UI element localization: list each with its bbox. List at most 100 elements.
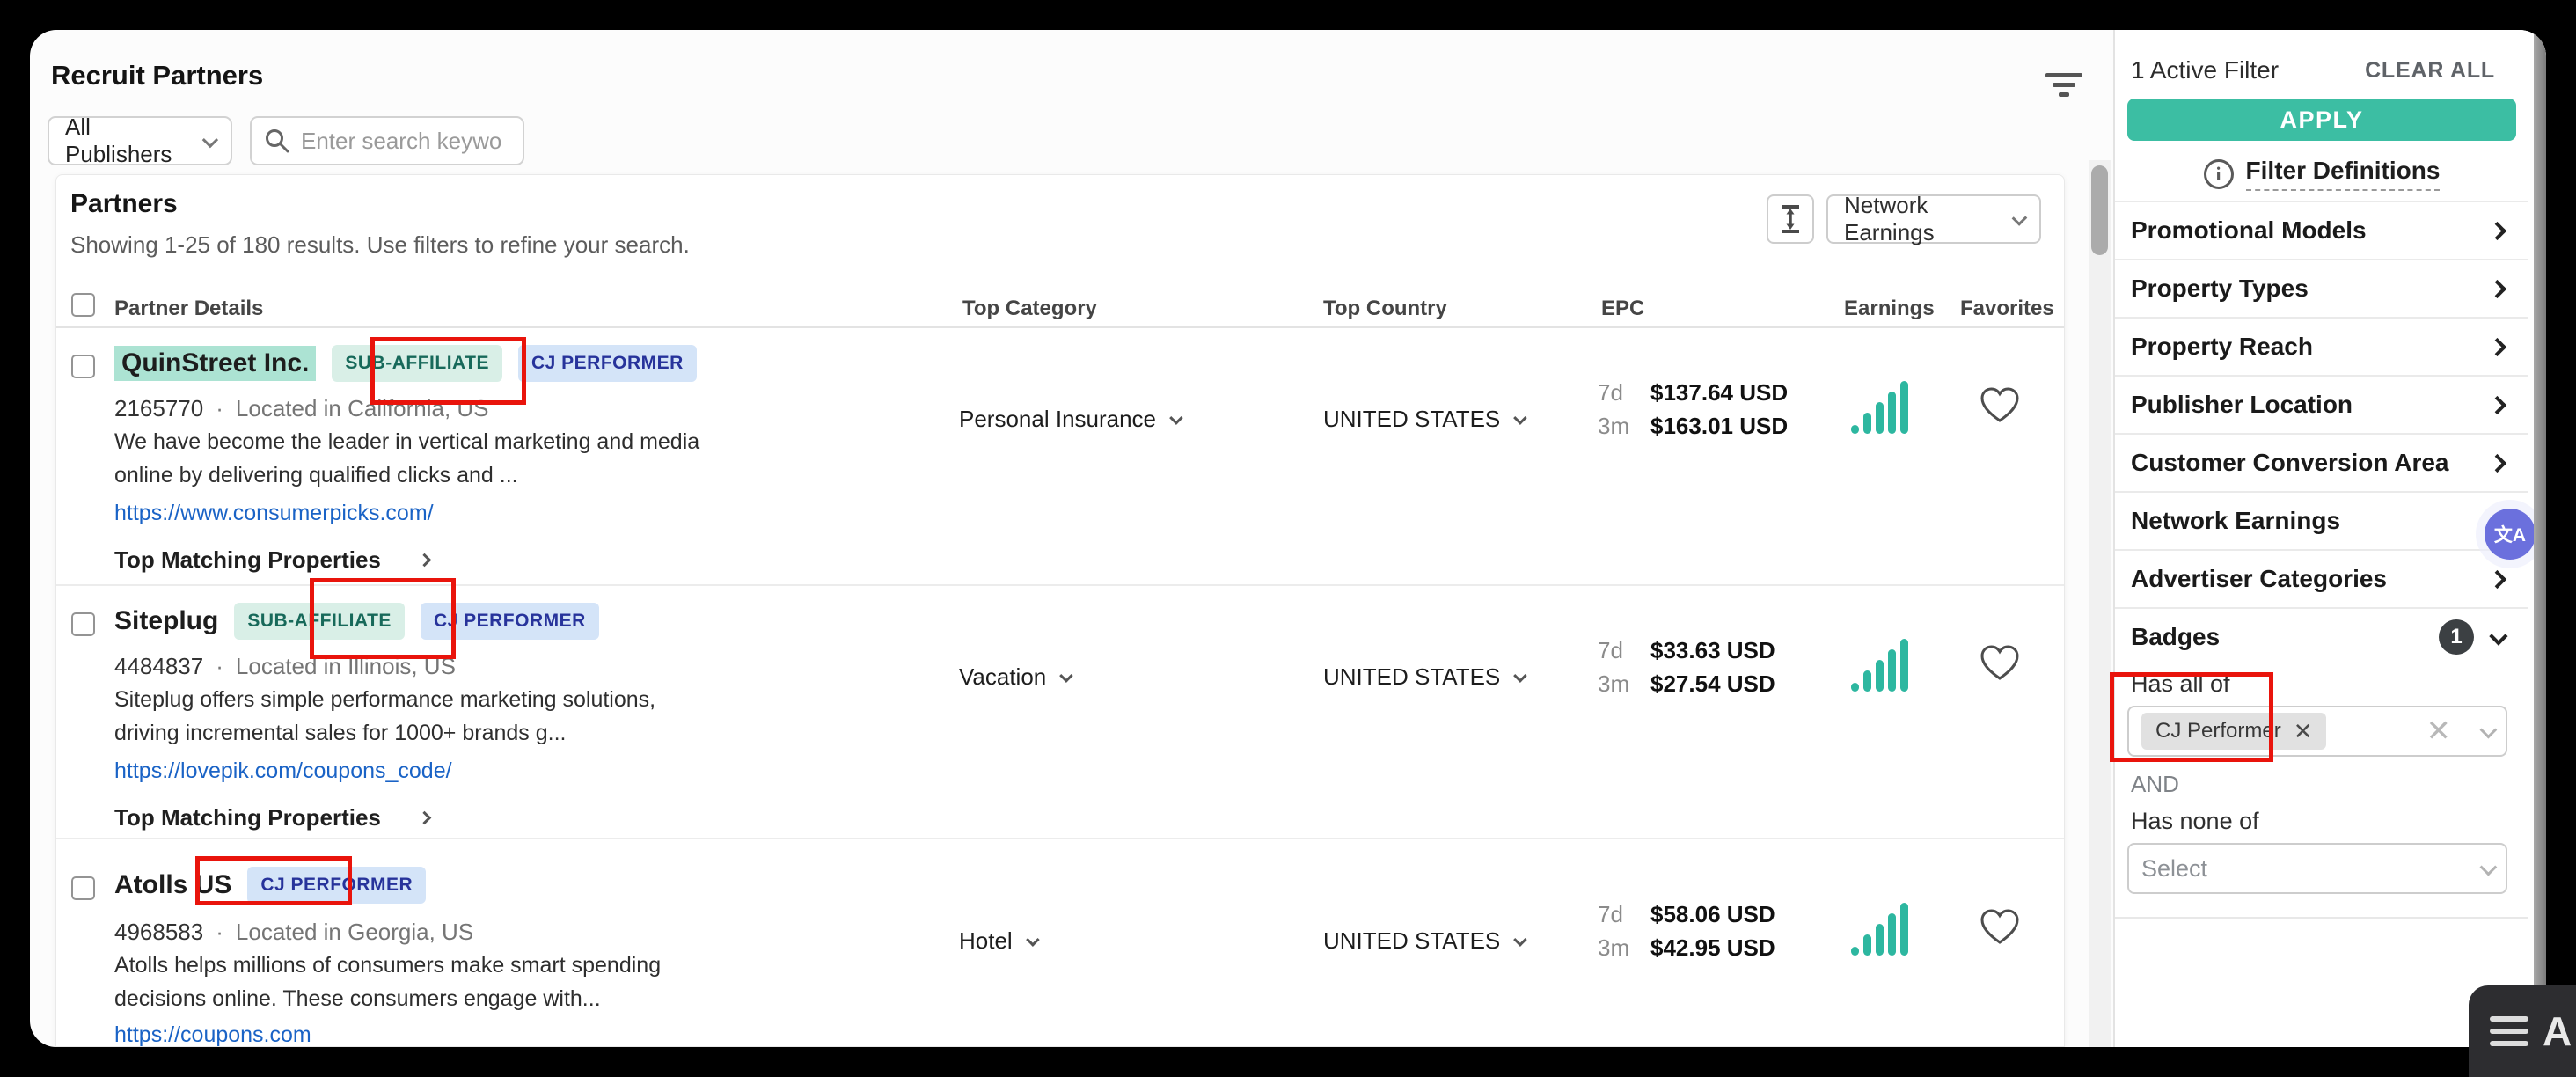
partner-url-link[interactable]: https://coupons.com (114, 1022, 311, 1047)
meta-separator: · (216, 395, 223, 421)
chevron-right-icon (2487, 221, 2507, 240)
partner-url-link[interactable]: https://www.consumerpicks.com/ (114, 501, 434, 525)
sidebar-item-network-earnings[interactable]: Network Earnings (2115, 491, 2528, 549)
sidebar-item-property-types[interactable]: Property Types (2115, 259, 2528, 317)
row-density-button[interactable] (1767, 194, 1814, 244)
apply-button[interactable]: APPLY (2127, 99, 2516, 141)
table-row: QuinStreet Inc. SUB-AFFILIATE CJ PERFORM… (56, 328, 2064, 584)
sidebar-item-property-reach[interactable]: Property Reach (2115, 317, 2528, 375)
sub-affiliate-badge: SUB-AFFILIATE (332, 345, 502, 382)
cj-performer-badge: CJ PERFORMER (517, 345, 697, 382)
chevron-down-icon (1169, 411, 1183, 425)
chevron-right-icon (2487, 569, 2507, 589)
col-epc: EPC (1601, 297, 1645, 320)
chevron-down-icon (1025, 933, 1040, 947)
menu-icon (2490, 1016, 2528, 1046)
top-country-dropdown[interactable]: UNITED STATES (1323, 663, 1527, 691)
reader-mode-overlay-button[interactable]: A (2469, 985, 2576, 1077)
chevron-right-icon (2487, 279, 2507, 298)
page-title: Recruit Partners (51, 60, 264, 91)
col-earnings: Earnings (1844, 297, 1935, 320)
earnings-trend-icon[interactable] (1851, 901, 1913, 956)
selected-badge-chip[interactable]: CJ Performer ✕ (2141, 713, 2327, 750)
row-checkbox[interactable] (71, 612, 95, 636)
partner-description: We have become the leader in vertical ma… (114, 429, 700, 487)
partner-url-link[interactable]: https://lovepik.com/coupons_code/ (114, 758, 452, 783)
vertical-scrollbar-track[interactable] (2089, 160, 2111, 1047)
top-matching-properties-link[interactable]: Top Matching Properties (114, 804, 432, 832)
row-checkbox[interactable] (71, 355, 95, 378)
active-filter-count: 1 Active Filter (2131, 56, 2280, 84)
badge-filter-count: 1 (2439, 619, 2474, 655)
chevron-down-icon (2489, 626, 2508, 646)
partner-name[interactable]: Siteplug (114, 606, 219, 635)
partner-description: Atolls helps millions of consumers make … (114, 953, 662, 1011)
search-icon (266, 129, 289, 153)
meta-separator: · (216, 919, 223, 945)
remove-chip-icon[interactable]: ✕ (2293, 717, 2313, 744)
app-window: Recruit Partners All Publishers Partners… (30, 30, 2546, 1047)
has-none-of-label: Has none of (2131, 808, 2259, 834)
chevron-right-icon (2487, 337, 2507, 356)
search-input[interactable] (301, 127, 503, 155)
reader-letter: A (2543, 1008, 2572, 1054)
partner-name[interactable]: Atolls US (114, 870, 232, 899)
info-icon: i (2203, 158, 2234, 189)
window-edge-shade (2534, 30, 2546, 1047)
chevron-right-icon (417, 553, 432, 568)
top-category-dropdown[interactable]: Vacation (959, 663, 1073, 691)
partner-name[interactable]: QuinStreet Inc. (114, 346, 317, 381)
filter-funnel-icon[interactable] (2039, 65, 2089, 104)
partner-description: Siteplug offers simple performance marke… (114, 687, 656, 745)
earnings-trend-icon[interactable] (1851, 637, 1913, 692)
translate-extension-icon[interactable]: 文A (2485, 509, 2536, 560)
filter-sidebar: 1 Active Filter CLEAR ALL APPLY i Filter… (2113, 30, 2546, 1047)
scrollbar-thumb[interactable] (2091, 165, 2108, 255)
partners-title: Partners (70, 189, 178, 218)
annotation-box-cj-performer-row3 (195, 856, 352, 905)
row-checkbox[interactable] (71, 876, 95, 900)
chevron-right-icon (2487, 395, 2507, 414)
divider (2115, 917, 2528, 919)
top-matching-properties-link[interactable]: Top Matching Properties (114, 546, 432, 574)
earnings-trend-icon[interactable] (1851, 379, 1913, 434)
partner-location: Located in Georgia, US (235, 919, 474, 945)
sidebar-item-promotional-models[interactable]: Promotional Models (2115, 201, 2528, 259)
favorite-heart-icon[interactable] (1980, 386, 2020, 429)
sidebar-item-publisher-location[interactable]: Publisher Location (2115, 375, 2528, 433)
chevron-down-icon (1513, 669, 1527, 683)
top-country-dropdown[interactable]: UNITED STATES (1323, 927, 1527, 955)
operator-label: AND (2131, 771, 2179, 797)
has-all-of-multiselect[interactable]: CJ Performer ✕ ✕ (2127, 706, 2507, 757)
epc-values: 7d $58.06 USD 3m $42.95 USD (1598, 900, 1775, 961)
select-placeholder: Select (2141, 854, 2208, 882)
chevron-down-icon (1059, 669, 1073, 683)
has-none-of-select[interactable]: Select (2127, 843, 2507, 894)
favorite-heart-icon[interactable] (1980, 644, 2020, 687)
sidebar-item-advertiser-categories[interactable]: Advertiser Categories (2115, 549, 2528, 607)
filter-definitions-link[interactable]: i Filter Definitions (2115, 157, 2528, 191)
sidebar-item-customer-conversion-area[interactable]: Customer Conversion Area (2115, 433, 2528, 491)
chevron-down-icon (201, 131, 219, 148)
partners-panel: Partners Showing 1-25 of 180 results. Us… (55, 174, 2065, 1047)
top-country-dropdown[interactable]: UNITED STATES (1323, 406, 1527, 433)
top-category-dropdown[interactable]: Hotel (959, 927, 1040, 955)
annotation-box-cj-performer-row1 (370, 337, 526, 405)
col-favorites: Favorites (1960, 297, 2054, 320)
favorite-heart-icon[interactable] (1980, 908, 2020, 951)
epc-values: 7d $137.64 USD 3m $163.01 USD (1598, 378, 1789, 439)
sidebar-item-badges[interactable]: Badges 1 (2115, 607, 2528, 665)
annotation-box-has-all-of-filter (2110, 672, 2273, 762)
cj-performer-badge: CJ PERFORMER (247, 867, 427, 904)
clear-all-button[interactable]: CLEAR ALL (2365, 58, 2495, 83)
select-all-checkbox[interactable] (71, 293, 95, 317)
table-header-row: Partner Details Top Category Top Country… (56, 291, 2064, 328)
top-category-dropdown[interactable]: Personal Insurance (959, 406, 1183, 433)
sort-by-select[interactable]: Network Earnings (1826, 192, 2041, 245)
chevron-right-icon (417, 810, 432, 825)
col-top-country: Top Country (1323, 297, 1447, 320)
search-box[interactable] (250, 116, 524, 165)
clear-selection-icon[interactable]: ✕ (2426, 714, 2452, 748)
publisher-scope-select[interactable]: All Publishers (48, 114, 232, 167)
results-summary: Showing 1-25 of 180 results. Use filters… (70, 231, 690, 258)
